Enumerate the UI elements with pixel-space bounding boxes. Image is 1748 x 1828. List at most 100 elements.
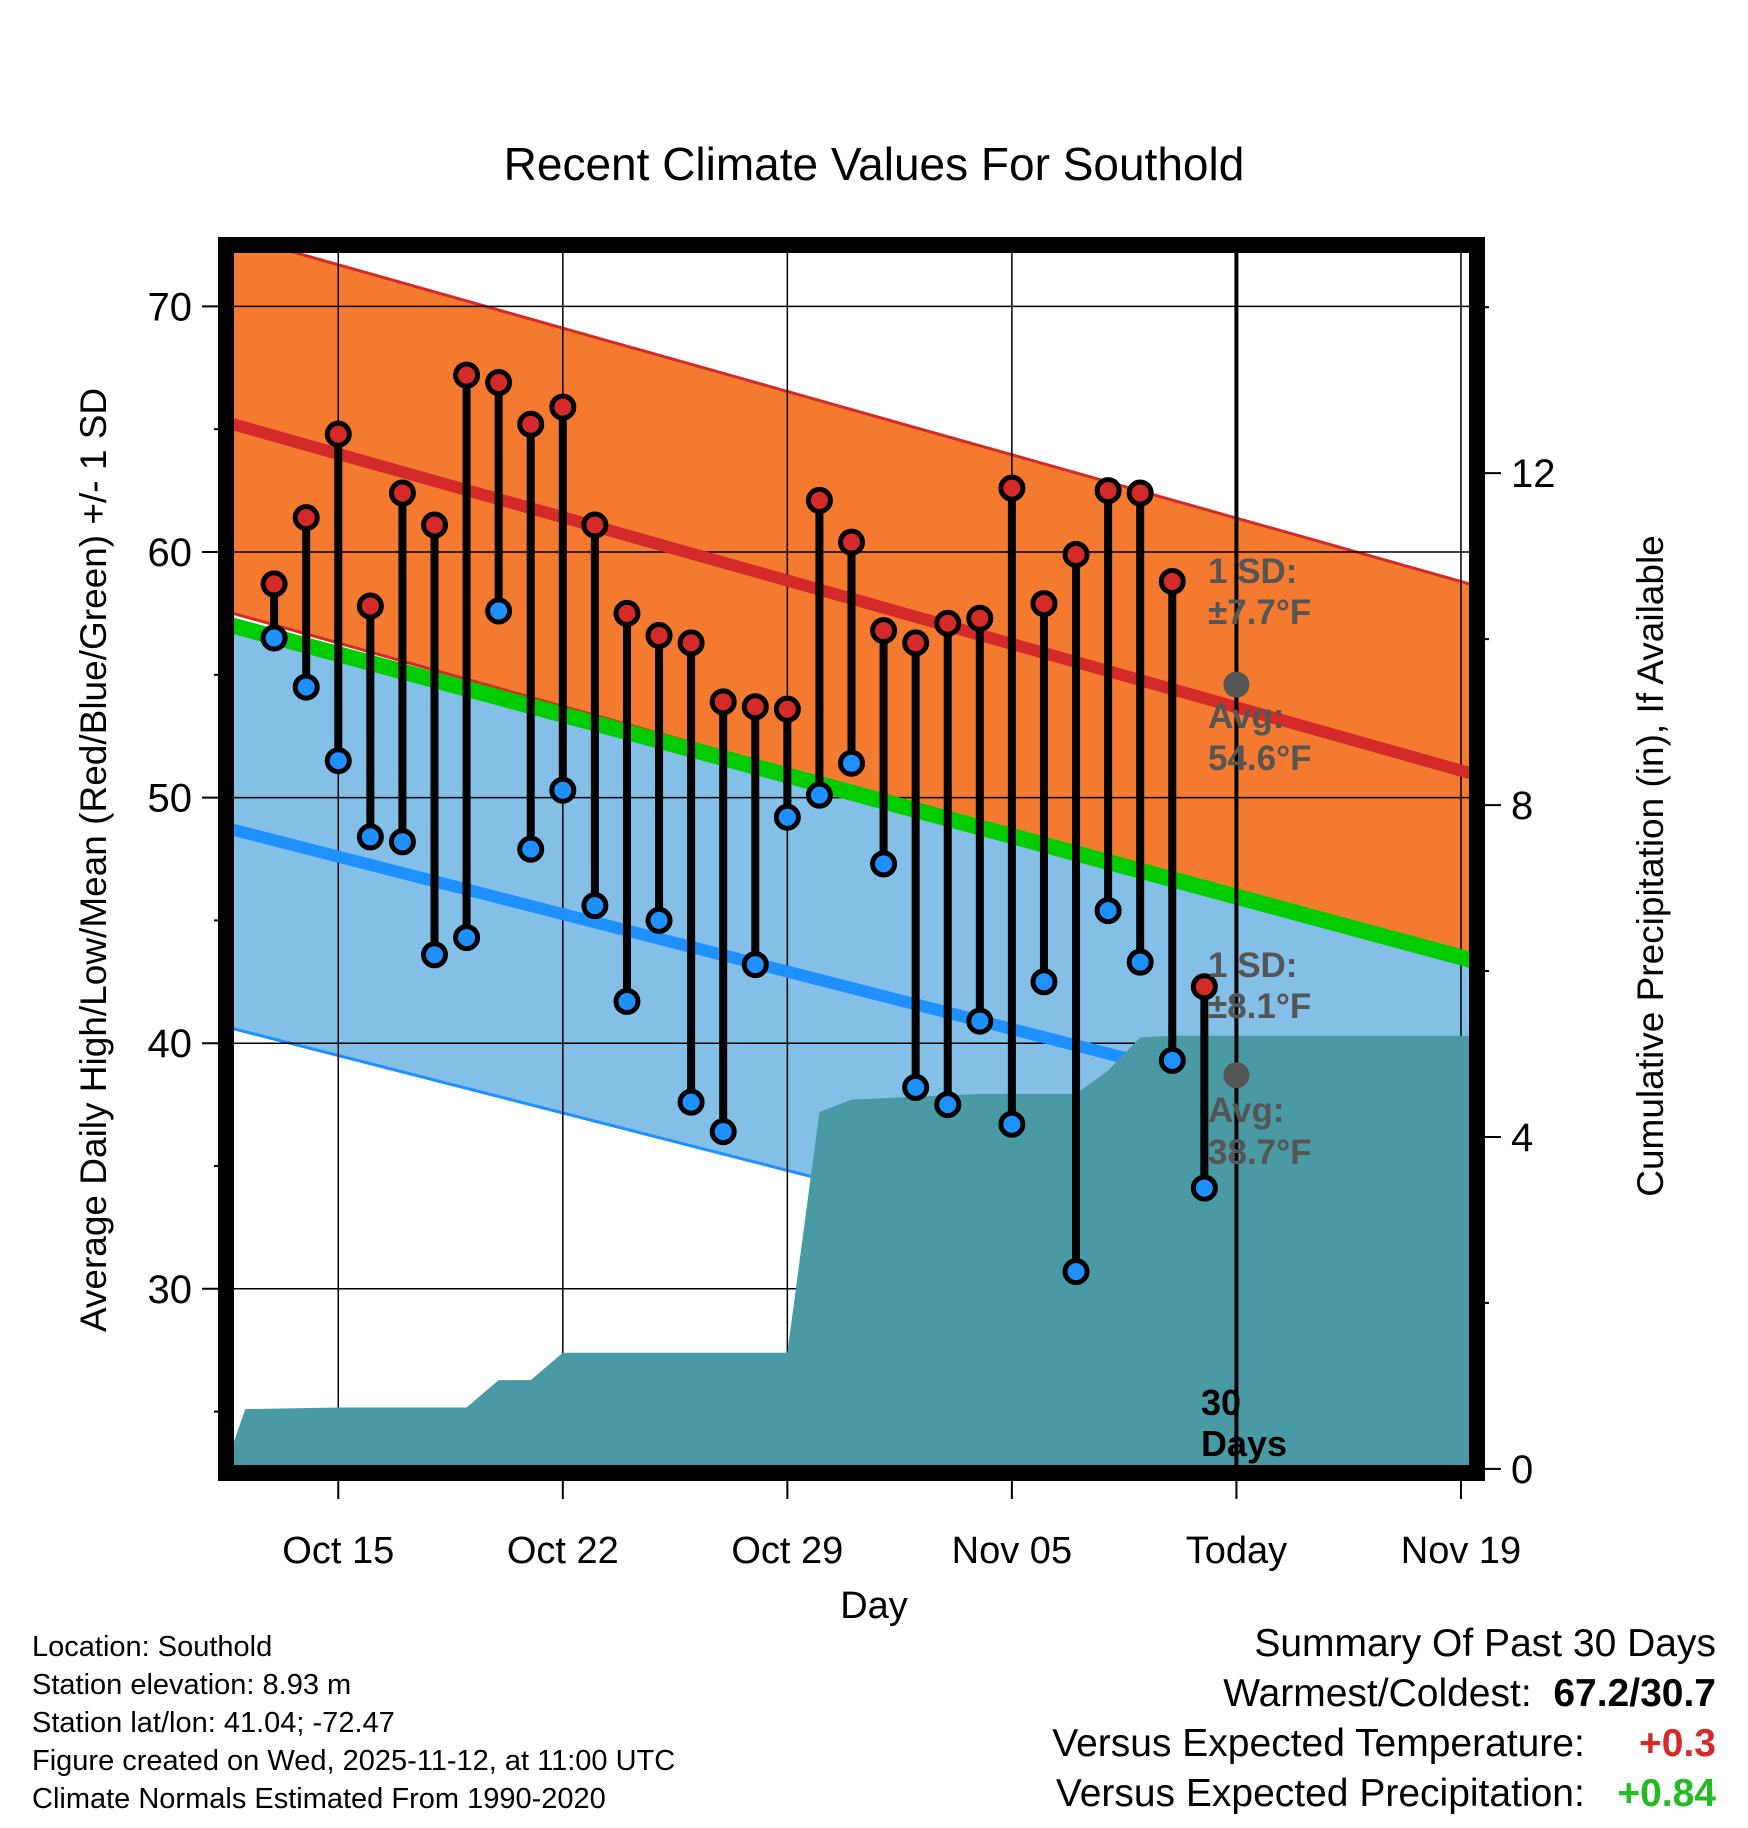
y-axis-label: Average Daily High/Low/Mean (Red/Blue/Gr…: [73, 388, 114, 1332]
daily-low-point: [805, 781, 833, 809]
daily-low-point: [1094, 897, 1122, 925]
y2-tick-label-3: 12: [1511, 452, 1556, 496]
precip-label: Versus Expected Precipitation:: [1055, 1772, 1585, 1815]
annotations: 1 SD: ±7.7°F Avg: 54.6°F 1 SD: ±8.1°F Av…: [1208, 552, 1312, 1172]
daily-high-point: [1126, 479, 1154, 507]
temp-label: Versus Expected Temperature:: [1052, 1722, 1585, 1765]
daily-low-point: [324, 747, 352, 775]
daily-high-point: [709, 688, 737, 716]
daily-low-point: [677, 1088, 705, 1116]
y-tick-label-0: 30: [148, 1268, 193, 1312]
x-axis-label: Day: [840, 1585, 908, 1627]
summary-temp: Versus Expected Temperature: +0.3: [1052, 1722, 1716, 1772]
daily-low-point: [356, 823, 384, 851]
daily-high-point: [388, 479, 416, 507]
high-sd-upper-line: [262, 245, 1477, 588]
daily-low-point: [645, 906, 673, 934]
daily-high-point: [773, 695, 801, 723]
daily-high-point: [966, 604, 994, 632]
chart-title: Recent Climate Values For Southold: [504, 138, 1245, 190]
daily-high-point: [741, 693, 769, 721]
station-latlon: Station lat/lon: 41.04; -72.47: [32, 1707, 395, 1739]
low-sd-label: 1 SD:: [1208, 946, 1297, 985]
today-low-avg-marker: [1223, 1062, 1250, 1089]
daily-low-point: [709, 1118, 737, 1146]
summary-warm-cold: Warmest/Coldest: 67.2/30.7: [1052, 1672, 1716, 1722]
daily-high-point: [805, 486, 833, 514]
daily-low-point: [581, 892, 609, 920]
daily-high-point: [1094, 477, 1122, 505]
daily-low-point: [613, 987, 641, 1015]
daily-high-point: [356, 592, 384, 620]
x-tick-label-1: Oct 22: [507, 1530, 619, 1572]
precipitation-area: [226, 1035, 1477, 1473]
high-sd-value: ±7.7°F: [1208, 593, 1311, 632]
daily-high-point: [998, 474, 1026, 502]
daily-high-point: [838, 528, 865, 556]
daily-high-point: [1190, 973, 1218, 1001]
low-avg-label: Avg:: [1208, 1091, 1284, 1130]
daily-high-point: [870, 617, 898, 645]
location-info: Location: Southold Station elevation: 8.…: [32, 1628, 675, 1818]
days-count: 30: [1201, 1382, 1241, 1423]
daily-high-point: [292, 504, 320, 532]
x-tick-label-3: Nov 05: [952, 1530, 1072, 1572]
daily-low-point: [934, 1091, 962, 1119]
daily-low-point: [1126, 948, 1154, 976]
daily-high-point: [517, 410, 545, 438]
today-high-avg-marker: [1223, 671, 1250, 698]
location-name: Location: Southold: [32, 1631, 273, 1663]
summary-block: Summary Of Past 30 Days Warmest/Coldest:…: [1052, 1622, 1716, 1822]
daily-high-point: [934, 609, 962, 637]
daily-low-point: [966, 1007, 994, 1035]
y-tick-label-3: 60: [148, 531, 193, 575]
low-sd-value: ±8.1°F: [1208, 987, 1311, 1026]
daily-high-point: [260, 570, 288, 598]
y-tick-label-4: 70: [148, 285, 193, 329]
plot-area: [226, 245, 1477, 1473]
daily-high-point: [1062, 540, 1090, 568]
summary-title: Summary Of Past 30 Days: [1254, 1622, 1716, 1665]
warm-cold-label: Warmest/Coldest:: [1223, 1672, 1532, 1715]
y2-tick-label-0: 0: [1511, 1448, 1533, 1492]
daily-high-point: [485, 369, 513, 397]
daily-low-point: [388, 828, 416, 856]
daily-low-point: [421, 941, 448, 969]
high-sd-label: 1 SD:: [1208, 552, 1297, 591]
x-tick-label-4: Today: [1186, 1530, 1287, 1572]
figure-created: Figure created on Wed, 2025-11-12, at 11…: [32, 1745, 676, 1777]
daily-low-point: [1158, 1046, 1186, 1074]
daily-high-point: [581, 511, 609, 539]
y-tick-label-2: 50: [148, 777, 193, 821]
x-tick-label-0: Oct 15: [282, 1530, 394, 1572]
daily-high-point: [549, 393, 577, 421]
daily-low-point: [838, 749, 865, 777]
x-tick-label-5: Nov 19: [1401, 1530, 1521, 1572]
y2-tick-label-1: 4: [1511, 1116, 1533, 1160]
y2-tick-label-2: 8: [1511, 784, 1533, 828]
daily-low-point: [292, 673, 320, 701]
daily-high-point: [453, 361, 481, 389]
plot-frame: [218, 237, 1485, 1481]
summary-precip: Versus Expected Precipitation: +0.84: [1052, 1772, 1716, 1822]
daily-low-point: [1190, 1174, 1218, 1202]
daily-high-point: [1030, 590, 1058, 618]
climate-normals: Climate Normals Estimated From 1990-2020: [32, 1783, 606, 1815]
high-avg-value: 54.6°F: [1208, 739, 1312, 778]
daily-low-point: [870, 850, 898, 878]
daily-low-point: [1062, 1258, 1090, 1286]
daily-high-point: [421, 511, 448, 539]
station-elevation: Station elevation: 8.93 m: [32, 1669, 352, 1701]
daily-low-point: [773, 803, 801, 831]
y2-axis-label: Cumulative Precipitation (in), If Availa…: [1630, 535, 1671, 1197]
daily-low-point: [485, 597, 513, 625]
daily-low-point: [998, 1110, 1026, 1138]
daily-low-point: [549, 776, 577, 804]
daily-high-point: [324, 420, 352, 448]
daily-low-point: [1030, 968, 1058, 996]
y-tick-label-1: 40: [148, 1022, 193, 1066]
temp-value: +0.3: [1639, 1722, 1716, 1765]
daily-high-point: [613, 599, 641, 627]
